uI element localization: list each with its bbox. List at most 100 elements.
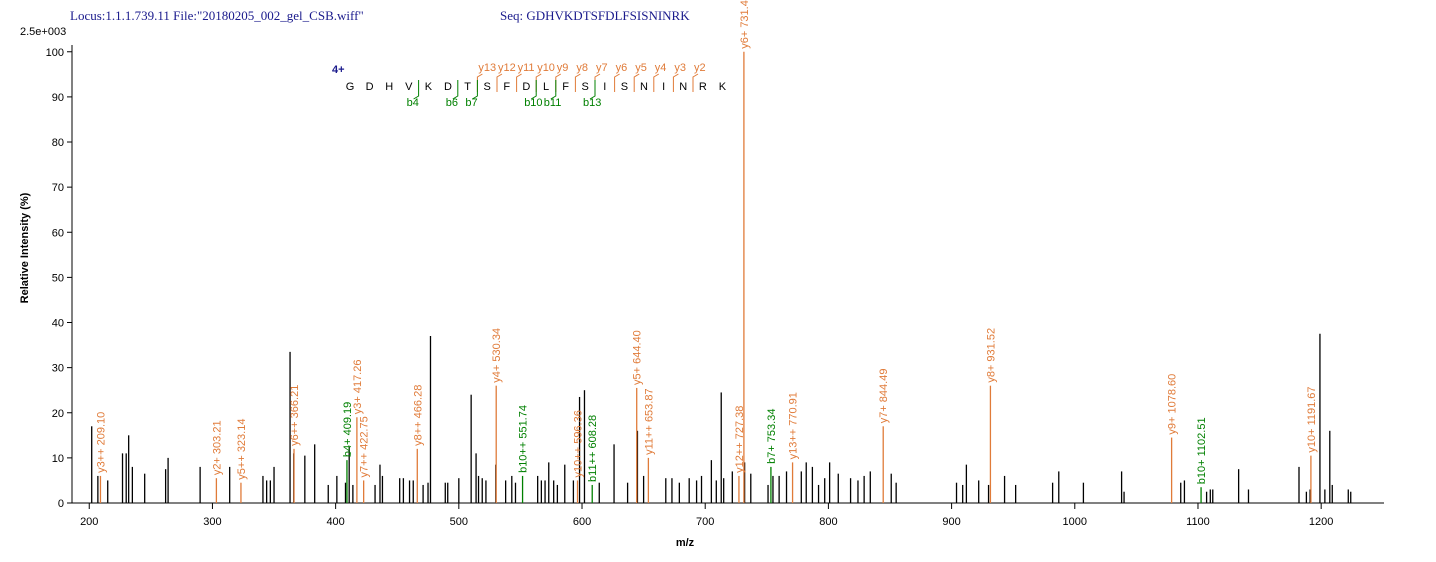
x-tick-label: 400: [326, 516, 344, 528]
x-tick-label: 1200: [1309, 516, 1333, 528]
residue: S: [621, 81, 628, 93]
y-ion-label: y2: [694, 62, 706, 74]
b-ion-bracket: [550, 80, 557, 100]
x-tick-label: 200: [80, 516, 98, 528]
y-tick-label: 80: [52, 137, 64, 149]
residue: D: [444, 81, 452, 93]
y-ion-bracket: [614, 73, 620, 92]
y-ion-bracket: [516, 73, 522, 92]
b-ion-label: b7: [465, 97, 477, 109]
y-ion-label: y4: [655, 62, 667, 74]
residue: D: [366, 81, 374, 93]
y-tick-label: 90: [52, 92, 64, 104]
peak-label: b7+ 753.34: [766, 409, 778, 464]
peak-label: y8+ 931.52: [985, 328, 997, 383]
peak-label: y12++ 727.38: [734, 406, 746, 473]
peak-label: b4+ 409.19: [342, 402, 354, 457]
peak-label: y9+ 1078.60: [1167, 374, 1179, 435]
x-axis-label: m/z: [676, 537, 695, 549]
residue: I: [662, 81, 665, 93]
y-ion-bracket: [496, 73, 503, 92]
y-ion-label: y6: [616, 62, 628, 74]
y-ion-bracket: [555, 73, 562, 92]
y-ion-label: y12: [498, 62, 516, 74]
y-ion-bracket: [692, 73, 699, 92]
b-ion-label: b13: [583, 97, 601, 109]
b-ion-bracket: [452, 80, 459, 100]
peak-label: y6++ 366.21: [289, 385, 301, 446]
y-ion-label: y11: [518, 62, 535, 74]
peak-label: y5+ 644.40: [632, 330, 644, 385]
b-ion-bracket: [530, 80, 537, 100]
peak-label: b11++ 608.28: [587, 415, 599, 482]
peak-label: y3++ 209.10: [95, 412, 107, 473]
peak-label: y7++ 422.75: [359, 416, 371, 477]
x-tick-label: 600: [573, 516, 591, 528]
y-ion-bracket: [476, 73, 483, 92]
y-ion-bracket: [574, 73, 581, 92]
b-ion-bracket: [589, 80, 596, 100]
y-ion-label: y13: [478, 62, 496, 74]
y-tick-label: 0: [58, 498, 64, 510]
b-ion-label: b11: [544, 97, 562, 109]
peak-label: b10+ 1102.51: [1196, 417, 1208, 484]
peak-label: y7+ 844.49: [878, 369, 890, 424]
y-tick-label: 70: [52, 182, 64, 194]
x-tick-label: 500: [450, 516, 468, 528]
residue: H: [385, 81, 393, 93]
y-ion-bracket: [653, 73, 660, 92]
y-ion-label: y7: [596, 62, 608, 74]
peak-label: y2+ 303.21: [211, 420, 223, 475]
residue: N: [679, 81, 687, 93]
residue: F: [503, 81, 510, 93]
peak-label: y5++ 323.14: [236, 419, 248, 480]
peak-label: y10++ 596.36: [573, 410, 585, 477]
b-ion-bracket: [413, 80, 420, 100]
y-ion-bracket: [594, 73, 601, 92]
peak-label: b10++ 551.74: [518, 405, 530, 473]
residue: V: [405, 81, 413, 93]
b-ion-label: b6: [446, 97, 458, 109]
b-ion-label: b4: [407, 97, 419, 109]
y-ion-label: y8: [576, 62, 588, 74]
residue: S: [582, 81, 589, 93]
residue: L: [543, 81, 549, 93]
residue: S: [484, 81, 491, 93]
sequence-header: Seq: GDHVKDTSFDLFSISNINRK: [500, 8, 690, 23]
y-tick-label: 20: [52, 408, 64, 420]
y-tick-label: 30: [52, 363, 64, 375]
residue: K: [719, 81, 727, 93]
x-tick-label: 700: [696, 516, 714, 528]
y-ion-bracket: [535, 73, 542, 92]
y-tick-label: 60: [52, 227, 64, 239]
peak-label: y6+ 731.41: [739, 0, 751, 49]
peak-label: y8++ 466.28: [412, 385, 424, 446]
y-ion-bracket: [633, 73, 640, 92]
x-tick-label: 1000: [1063, 516, 1087, 528]
y-ion-label: y9: [557, 62, 569, 74]
peak-label: y4+ 530.34: [491, 328, 503, 383]
charge: 4+: [332, 64, 345, 76]
residue: G: [346, 81, 355, 93]
peak-label: y11++ 653.87: [643, 388, 655, 454]
scale-label: 2.5e+003: [20, 26, 66, 38]
y-ion-label: y5: [635, 62, 647, 74]
residue: N: [640, 81, 648, 93]
peak-label: y13++ 770.91: [788, 392, 800, 459]
residue: K: [425, 81, 433, 93]
y-ion-bracket: [672, 73, 679, 92]
locus: Locus:1.1.1.739.11 File:"20180205_002_ge…: [70, 8, 364, 23]
y-ion-label: y10: [537, 62, 555, 74]
y-ion-label: y3: [674, 62, 686, 74]
y-tick-label: 10: [52, 453, 64, 465]
y-tick-label: 100: [46, 47, 64, 59]
residue: I: [603, 81, 606, 93]
b-ion-label: b10: [524, 97, 542, 109]
peak-label: y3+ 417.26: [352, 360, 364, 415]
residue: D: [522, 81, 530, 93]
residue: R: [699, 81, 707, 93]
y-axis-label: Relative Intensity (%): [19, 192, 31, 303]
peak-label: y10+ 1191.67: [1306, 386, 1318, 452]
y-tick-label: 40: [52, 318, 64, 330]
